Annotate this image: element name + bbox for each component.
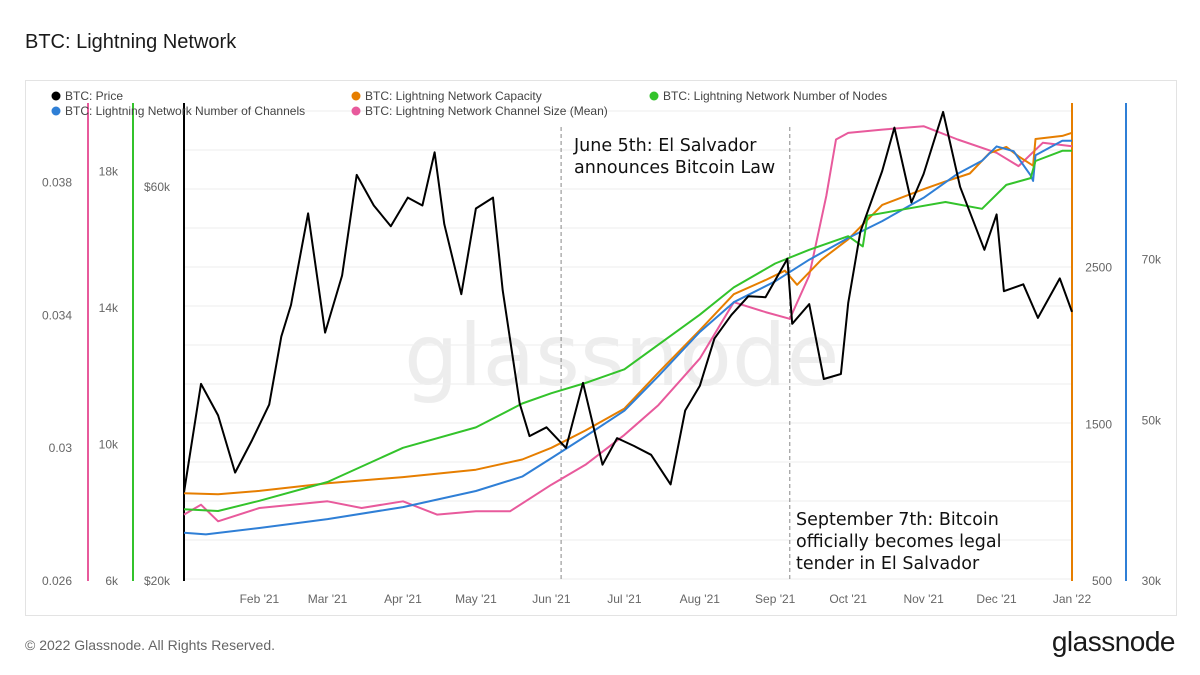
channels-tick-label: 30k [1142,574,1162,588]
nodes-tick-label: 10k [99,437,119,451]
x-tick-label: Jan '22 [1053,592,1092,606]
x-tick-label: Nov '21 [903,592,944,606]
price-tick-label: $20k [144,574,171,588]
annotation-text: announces Bitcoin Law [574,158,775,178]
legend-label: BTC: Price [65,89,123,103]
x-tick-label: Jul '21 [607,592,642,606]
channel-size-tick-label: 0.034 [42,308,72,322]
page-title: BTC: Lightning Network [25,31,237,53]
channel-size-tick-label: 0.03 [49,441,73,455]
legend-marker [351,91,361,101]
watermark: glassnode [404,306,839,406]
x-tick-label: Dec '21 [976,592,1017,606]
chart-card: glassnode Feb '21 Mar '21 Apr '21 May '21 Ju… [25,80,1177,616]
capacity-tick-label: 500 [1092,574,1112,588]
x-tick-label: Mar '21 [308,592,348,606]
x-tick-label: Apr '21 [384,592,422,606]
legend-marker [649,91,659,101]
channel-size-tick-label: 0.026 [42,574,72,588]
annotation-text: officially becomes legal [796,532,1002,552]
x-tick-label: Aug '21 [680,592,721,606]
nodes-tick-label: 14k [99,301,119,315]
lightning-network-chart: glassnode Feb '21 Mar '21 Apr '21 May '21 Ju… [42,89,1162,606]
annotation-text: tender in El Salvador [796,554,980,574]
legend-marker [51,106,61,116]
nodes-tick-label: 6k [105,574,119,588]
legend-label: BTC: Lightning Network Number of Channel… [65,104,305,118]
capacity-tick-label: 1500 [1085,417,1112,431]
footer-logo[interactable]: glassnode [1051,626,1176,657]
annotation-lines [560,127,791,581]
price-tick-label: $60k [144,180,171,194]
series-line-nodes [183,149,1072,512]
series-line-price [183,110,1073,493]
channel-size-tick-label: 0.038 [42,176,72,190]
x-tick-label: Jun '21 [532,592,571,606]
channels-tick-label: 70k [1142,253,1162,267]
annotation-text: June 5th: El Salvador [573,136,757,156]
footer-copyright: © 2022 Glassnode. All Rights Reserved. [25,637,276,653]
channels-tick-label: 50k [1142,413,1162,427]
series-line-channel-size [183,125,1073,523]
x-tick-label: Oct '21 [829,592,867,606]
legend-label: BTC: Lightning Network Number of Nodes [663,89,887,103]
annotation-text: September 7th: Bitcoin [796,510,999,530]
x-tick-label: May '21 [455,592,497,606]
legend-marker [51,91,61,101]
legend-label: BTC: Lightning Network Channel Size (Mea… [365,104,608,118]
capacity-tick-label: 2500 [1085,261,1112,275]
series-group [183,110,1073,536]
axes: Feb '21 Mar '21 Apr '21 May '21 Jun '21 Jul '… [42,103,1162,606]
legend: BTC: Price BTC: Lightning Network Capacit… [51,89,887,118]
x-tick-label: Sep '21 [755,592,796,606]
legend-label: BTC: Lightning Network Capacity [365,89,542,103]
x-tick-label: Feb '21 [240,592,280,606]
legend-marker [351,106,361,116]
grid [184,110,1072,580]
nodes-tick-label: 18k [99,164,119,178]
